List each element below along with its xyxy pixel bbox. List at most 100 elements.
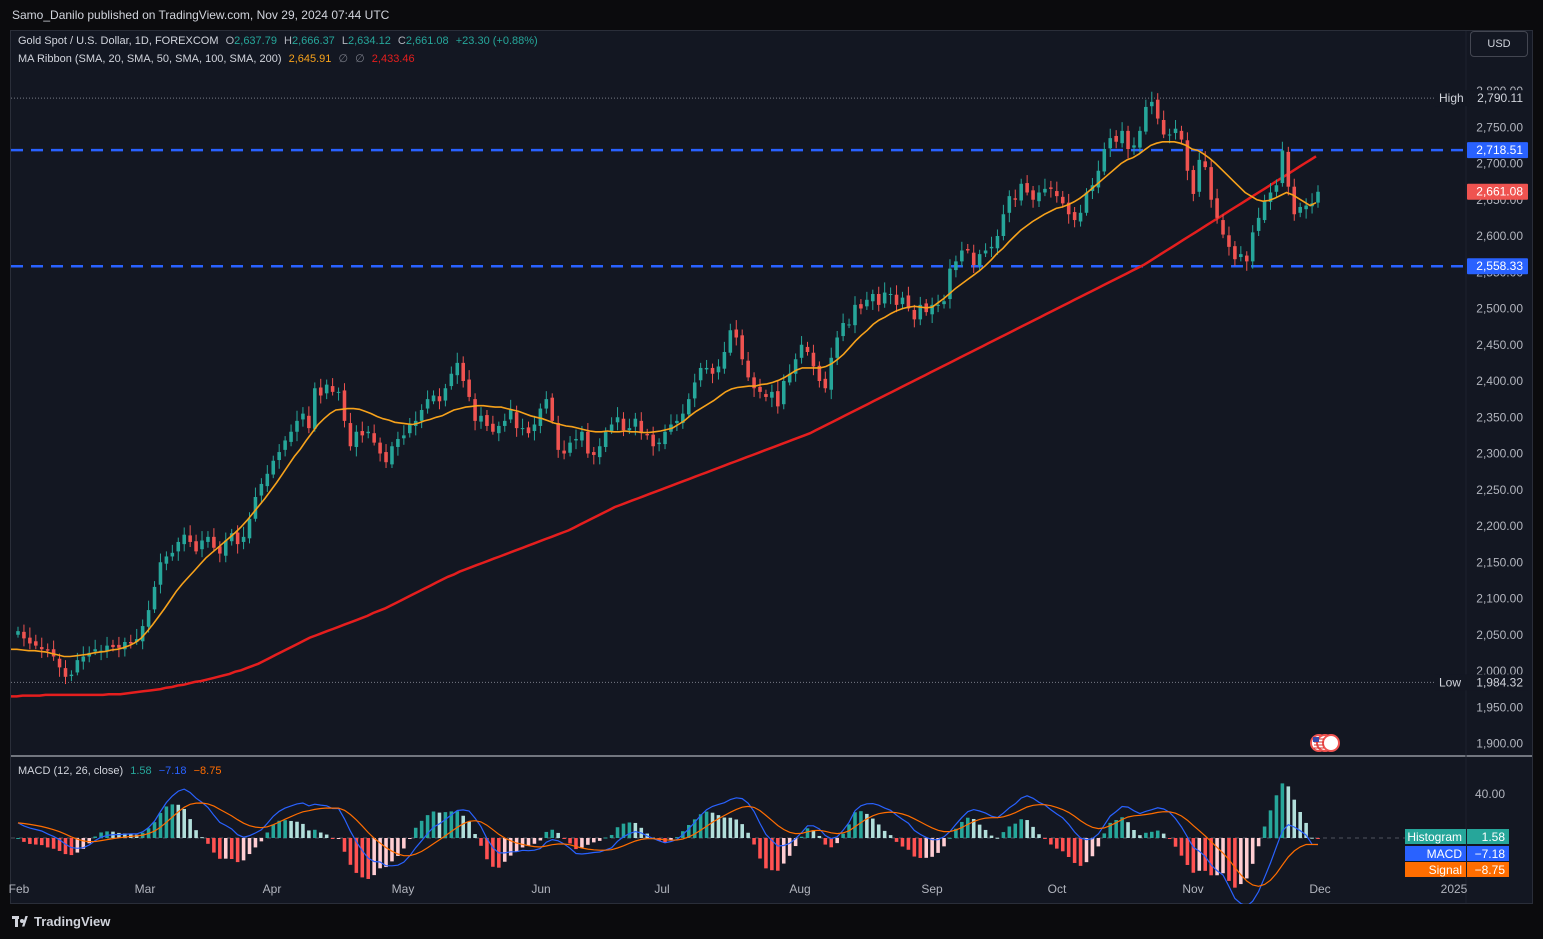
candle-body — [188, 535, 192, 542]
candle — [34, 634, 38, 650]
flag-circle — [1322, 734, 1340, 752]
candle-body — [265, 473, 270, 487]
candle — [965, 243, 970, 254]
candle-body — [1233, 246, 1237, 260]
candle — [301, 407, 305, 427]
tradingview-logo[interactable]: TradingView — [12, 914, 110, 929]
candle-body — [384, 452, 388, 463]
macd-histogram-bar — [158, 812, 163, 838]
ma50-value: ∅ — [338, 53, 349, 65]
candle-body — [787, 373, 792, 383]
candle — [63, 660, 68, 685]
candle-body — [229, 533, 234, 542]
symbol-legend: Gold Spot / U.S. Dollar, 1D, FOREXCOM O2… — [18, 35, 538, 47]
candle — [692, 373, 697, 408]
candle-body — [568, 442, 572, 453]
candle-body — [971, 252, 976, 265]
candle-body — [235, 532, 240, 545]
candle — [1274, 179, 1279, 198]
candle — [900, 291, 905, 310]
candle — [105, 636, 109, 658]
candle-body — [123, 642, 127, 650]
candles — [16, 91, 1320, 685]
candle-body — [716, 366, 721, 373]
candle-body — [639, 420, 644, 434]
candle — [1007, 190, 1012, 223]
macd-histogram-bar — [841, 833, 845, 838]
candle-body — [734, 329, 739, 338]
close-label: C — [397, 35, 406, 47]
candle — [841, 313, 845, 342]
macd-histogram-bar — [437, 812, 442, 838]
macd-histogram-bar — [283, 820, 287, 838]
macd-histogram-bar — [152, 822, 157, 838]
macd-label-name: Histogram — [1407, 830, 1462, 844]
candle — [532, 415, 537, 441]
candle-body — [164, 556, 169, 564]
macd-histogram-bar — [99, 832, 103, 838]
candle-body — [117, 644, 121, 648]
candle — [663, 424, 667, 450]
macd-histogram-bar — [752, 838, 756, 845]
macd-histogram-bar — [1250, 838, 1255, 864]
candle — [983, 243, 988, 258]
macd-label-name-bg — [1405, 846, 1466, 861]
candle-body — [1256, 217, 1261, 231]
macd-histogram-bar — [621, 823, 626, 838]
macd-histogram-bar — [746, 832, 750, 838]
low-marker-lbl-bg — [1435, 674, 1469, 691]
macd-histogram-bar — [105, 831, 109, 838]
macd-pane: 40.00 Histogram 1.58 MACD −7.18 Signal −8.75 — [11, 783, 1509, 907]
candle-body — [200, 540, 204, 550]
macd-histogram-bar — [1167, 838, 1172, 839]
candle-body — [336, 391, 341, 393]
candle-body — [912, 309, 917, 320]
candle — [817, 361, 822, 388]
macd-histogram-bar — [378, 838, 382, 869]
candle — [39, 637, 44, 658]
macd-histogram-bar — [686, 824, 691, 838]
macd-histogram-bar — [609, 834, 614, 838]
candle-body — [443, 388, 448, 401]
macd-histogram-bar — [354, 838, 359, 873]
candle — [57, 653, 62, 677]
macd-histogram-bar — [372, 838, 376, 876]
time-tick-label: Jun — [531, 882, 550, 896]
candle — [1138, 126, 1142, 153]
candle-body — [859, 304, 863, 309]
candle — [1102, 142, 1107, 176]
candle-body — [508, 410, 513, 420]
candle — [1078, 204, 1083, 227]
candle — [657, 438, 661, 452]
macd-histogram-bar — [1179, 838, 1184, 856]
time-tick-label: Apr — [263, 882, 282, 896]
candle-body — [900, 297, 905, 305]
macd-histogram-bar — [330, 838, 335, 839]
candle — [1114, 130, 1118, 149]
currency-button[interactable]: USD — [1470, 31, 1528, 57]
candle-body — [609, 424, 614, 432]
high-value: 2,666.37 — [291, 35, 335, 47]
macd-histogram-bar — [1102, 833, 1107, 838]
candle — [271, 455, 276, 479]
last-price-badge: 2,661.08 — [1467, 183, 1528, 200]
candle-body — [467, 379, 471, 397]
chart-frame[interactable] — [10, 30, 1533, 904]
candle-body — [342, 390, 347, 421]
candle-body — [1108, 138, 1113, 149]
low-marker-value: 1,984.32 — [1476, 675, 1523, 689]
macd-histogram-bar — [520, 838, 525, 848]
candle — [502, 413, 507, 432]
candle — [354, 425, 359, 457]
macd-histogram-bar — [859, 811, 863, 838]
ma-ribbon-title: MA Ribbon (SMA, 20, SMA, 50, SMA, 100, S… — [18, 53, 282, 65]
candle-body — [1019, 183, 1023, 201]
macd-histogram-bar — [1060, 838, 1065, 852]
price-tick-label: 2,100.00 — [1476, 592, 1523, 606]
high-marker: High 2,790.11 — [1435, 90, 1528, 107]
macd-histogram-bar — [989, 835, 994, 838]
macd-histogram-bar — [1197, 838, 1202, 871]
macd-histogram-bar — [313, 829, 317, 838]
macd-histogram-bar — [336, 838, 341, 839]
